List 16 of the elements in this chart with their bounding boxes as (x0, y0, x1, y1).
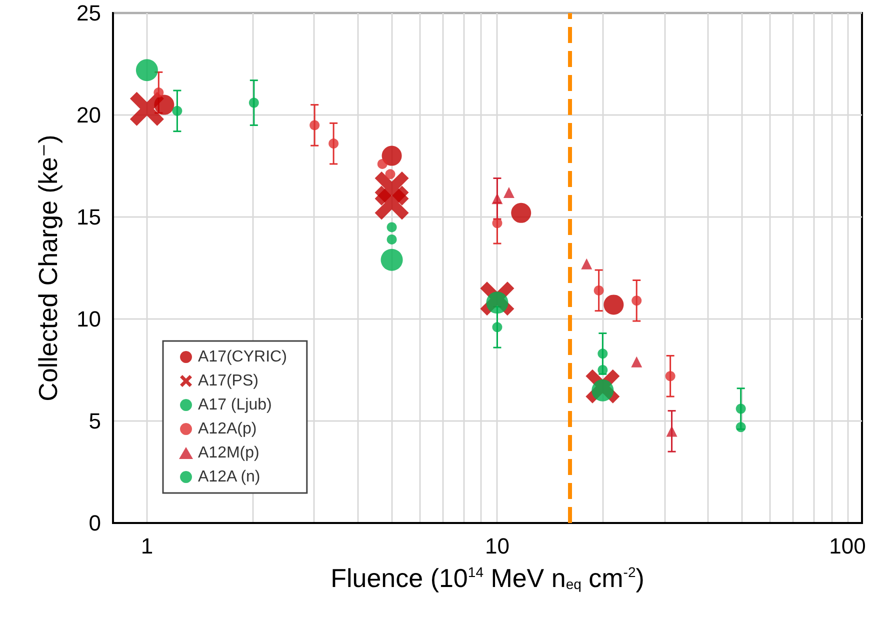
y-tick-label: 15 (76, 204, 101, 230)
y-axis-title: Collected Charge (ke⁻) (33, 134, 63, 402)
y-tick-label: 10 (76, 306, 101, 332)
y-tick-label: 20 (76, 102, 101, 128)
legend-label: A12M(p) (198, 444, 260, 462)
x-tick-label: 10 (484, 534, 510, 558)
x-tick-label: 1 (140, 534, 154, 558)
y-tick-label: 0 (88, 510, 101, 536)
legend-label: A12A(p) (198, 420, 257, 438)
y-tick-label: 25 (76, 0, 101, 26)
x-tick-label: 100 (829, 534, 866, 558)
legend-label: A17(CYRIC) (198, 348, 287, 366)
legend-label: A17 (Ljub) (198, 396, 272, 414)
y-tick-label: 5 (88, 408, 101, 434)
legend-label: A17(PS) (198, 372, 258, 390)
legend-label: A12A (n) (198, 468, 260, 486)
